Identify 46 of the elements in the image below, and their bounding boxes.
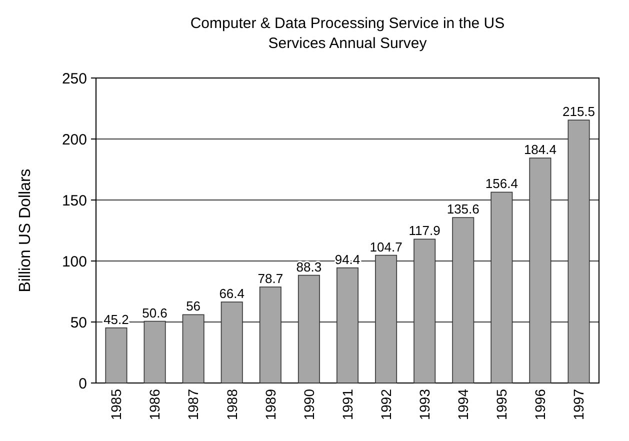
bar: [259, 286, 282, 384]
bar: [144, 320, 166, 384]
x-tick-label: 1992: [378, 388, 394, 420]
bar: [529, 158, 552, 384]
x-tick-label: 1991: [339, 388, 356, 420]
data-label: 88.3: [296, 259, 322, 274]
x-tick-label: 1996: [532, 388, 548, 420]
chart-subtitle: Services Annual Survey: [268, 35, 428, 52]
data-label: 104.7: [370, 239, 402, 254]
x-tick-label: 1987: [185, 388, 202, 420]
x-tick-label: 1988: [224, 388, 240, 420]
y-tick-label: 250: [62, 70, 87, 88]
y-tick-label: 150: [62, 192, 87, 210]
bar: [182, 314, 204, 384]
bar: [336, 267, 358, 384]
x-tick-label: 1985: [108, 388, 124, 420]
data-label: 135.6: [446, 202, 480, 217]
bar: [375, 254, 398, 384]
data-label: 56: [186, 298, 201, 314]
y-tick-label: 50: [70, 314, 87, 332]
x-tick-label: 1994: [455, 388, 472, 420]
x-tick-label: 1986: [146, 388, 163, 420]
data-label: 156.4: [485, 176, 518, 192]
x-tick-label: 1995: [494, 388, 510, 420]
data-label: 78.7: [258, 270, 284, 286]
bar: [298, 274, 320, 384]
y-tick-label: 0: [78, 375, 87, 392]
chart-title: Computer & Data Processing Service in the US: [190, 15, 505, 32]
data-label: 117.9: [408, 223, 440, 238]
y-tick-label: 100: [62, 253, 87, 270]
data-label: 66.4: [219, 286, 245, 301]
bar: [414, 238, 436, 384]
x-tick-label: 1997: [570, 388, 587, 420]
bar: [220, 302, 243, 384]
data-label: 50.6: [142, 305, 168, 320]
data-label: 184.4: [524, 142, 556, 158]
x-tick-label: 1990: [300, 388, 317, 420]
bar: [452, 217, 474, 384]
bar: [568, 120, 590, 384]
x-tick-label: 1989: [262, 388, 278, 420]
bar: [105, 327, 128, 384]
data-label: 215.5: [562, 104, 596, 120]
y-axis-title: Billion US Dollars: [17, 168, 34, 292]
y-tick-label: 200: [62, 131, 87, 148]
x-tick-label: 1993: [416, 388, 432, 420]
bar: [490, 192, 513, 384]
